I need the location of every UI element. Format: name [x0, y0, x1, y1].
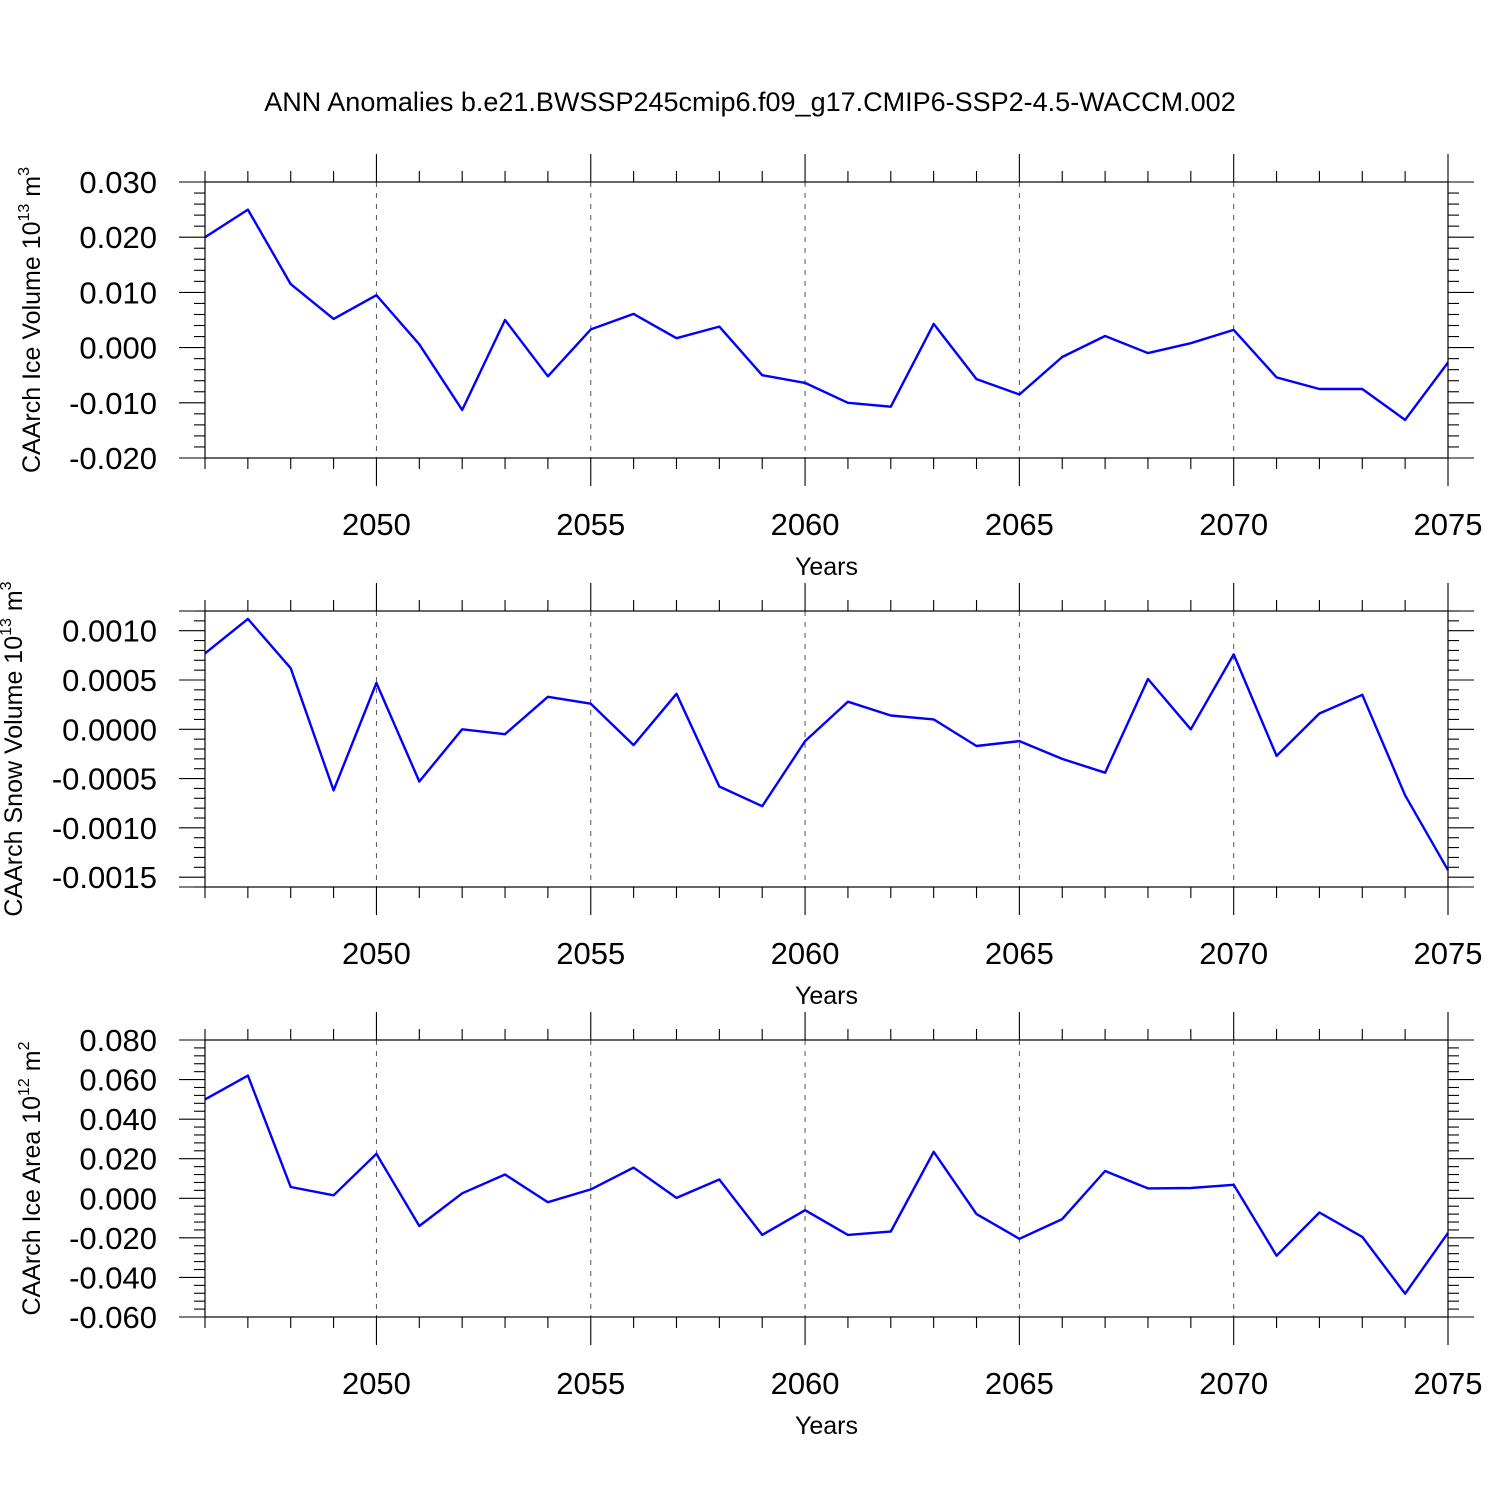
panel-snow-volume-grid	[375, 611, 1235, 887]
panel-ice-area-grid	[375, 1040, 1235, 1317]
y-tick-label: -0.0005	[52, 762, 157, 797]
panel-ice-volume-xlabel: Years	[795, 553, 858, 581]
panel-snow-volume-ylabel: CAArch Snow Volume 1013 m3	[0, 581, 28, 916]
panel-snow-volume-ytick-labels: 0.0010 0.0005 0.0000 -0.0005 -0.0010 -0.0015	[52, 614, 157, 895]
x-tick-label: 2070	[1199, 1366, 1268, 1401]
panel-ice-area-ytick-labels: 0.080 0.060 0.040 0.020 0.000 -0.020 -0.040 -0.…	[69, 1023, 157, 1335]
y-tick-label: 0.0005	[62, 663, 157, 698]
panel-ice-volume-ticks	[179, 154, 1474, 486]
x-tick-label: 2070	[1199, 507, 1268, 542]
ylabel-exponent: 13	[16, 204, 33, 222]
y-tick-label: 0.030	[79, 165, 157, 200]
ylabel-text: CAArch Snow Volume 10	[0, 636, 28, 917]
panel-ice-area-xtick-labels: 2050 2055 2060 2065 2070 2075	[342, 1366, 1483, 1401]
y-tick-label: 0.020	[79, 220, 157, 255]
ice-volume-series-line	[204, 208, 1449, 422]
y-tick-label: -0.0015	[52, 860, 157, 895]
y-tick-label: 0.020	[79, 1142, 157, 1177]
panel-ice-area-ylabel: CAArch Ice Area 1012 m2	[16, 1041, 46, 1315]
ylabel-unit-exponent: 2	[16, 1041, 33, 1050]
panel-ice-area-xlabel: Years	[795, 1412, 858, 1440]
panel-snow-volume-xtick-labels: 2050 2055 2060 2065 2070 2075	[342, 936, 1483, 971]
x-tick-label: 2070	[1199, 936, 1268, 971]
x-tick-label: 2050	[342, 507, 411, 542]
panel-ice-volume-ylabel: CAArch Ice Volume 1013 m3	[16, 167, 46, 473]
ice-area-series-line	[204, 1074, 1449, 1295]
ylabel-text: CAArch Ice Volume 10	[18, 221, 46, 473]
x-tick-label: 2055	[556, 936, 625, 971]
y-tick-label: -0.020	[69, 441, 157, 476]
x-tick-label: 2075	[1414, 1366, 1483, 1401]
x-tick-label: 2060	[771, 1366, 840, 1401]
ylabel-unit-exponent: 3	[16, 167, 33, 176]
y-tick-label: 0.0010	[62, 614, 157, 649]
ylabel-unit: m	[18, 1050, 46, 1071]
panel-ice-area-ticks	[179, 1012, 1474, 1345]
ylabel-exponent: 13	[0, 618, 15, 636]
panel-snow-volume-ticks	[179, 583, 1474, 915]
y-tick-label: 0.000	[79, 1181, 157, 1216]
x-tick-label: 2075	[1414, 507, 1483, 542]
y-tick-label: -0.060	[69, 1300, 157, 1335]
x-tick-label: 2060	[771, 507, 840, 542]
y-tick-label: 0.040	[79, 1102, 157, 1137]
y-tick-label: -0.040	[69, 1260, 157, 1295]
x-tick-label: 2075	[1414, 936, 1483, 971]
ylabel-unit: m	[0, 590, 28, 611]
panel-ice-volume-ytick-labels: 0.030 0.020 0.010 0.000 -0.010 -0.020	[69, 165, 157, 476]
y-tick-label: 0.080	[79, 1023, 157, 1058]
panel-ice-area-frame	[204, 1039, 1449, 1318]
panel-ice-area: 0.080 0.060 0.040 0.020 0.000 -0.020 -0.040 -0.…	[16, 1012, 1482, 1440]
panel-ice-volume-frame	[204, 181, 1449, 459]
ylabel-text: CAArch Ice Area 10	[18, 1096, 46, 1316]
y-tick-label: 0.000	[79, 331, 157, 366]
y-tick-label: -0.020	[69, 1221, 157, 1256]
x-tick-label: 2060	[771, 936, 840, 971]
ylabel-unit-exponent: 3	[0, 581, 15, 590]
panel-snow-volume-xlabel: Years	[795, 982, 858, 1010]
panel-ice-volume-xtick-labels: 2050 2055 2060 2065 2070 2075	[342, 507, 1483, 542]
snow-volume-series-line	[204, 617, 1450, 871]
panel-snow-volume: 0.00100.00050.0000-0.0005-0.0010-0.0015 …	[0, 581, 1482, 1010]
y-tick-label: 0.0000	[62, 712, 157, 747]
ylabel-unit: m	[18, 176, 46, 197]
panel-snow-volume-frame	[204, 610, 1449, 888]
y-tick-label: -0.010	[69, 386, 157, 421]
figure-title: ANN Anomalies b.e21.BWSSP245cmip6.f09_g1…	[264, 87, 1235, 117]
y-tick-label: -0.0010	[52, 811, 157, 846]
x-tick-label: 2055	[556, 507, 625, 542]
x-tick-label: 2065	[985, 507, 1054, 542]
ylabel-exponent: 12	[16, 1078, 33, 1096]
y-tick-label: 0.010	[79, 275, 157, 310]
x-tick-label: 2065	[985, 1366, 1054, 1401]
panel-ice-volume-grid	[375, 182, 1235, 458]
x-tick-label: 2050	[342, 936, 411, 971]
x-tick-label: 2055	[556, 1366, 625, 1401]
x-tick-label: 2050	[342, 1366, 411, 1401]
y-tick-label: 0.060	[79, 1063, 157, 1098]
x-tick-label: 2065	[985, 936, 1054, 971]
